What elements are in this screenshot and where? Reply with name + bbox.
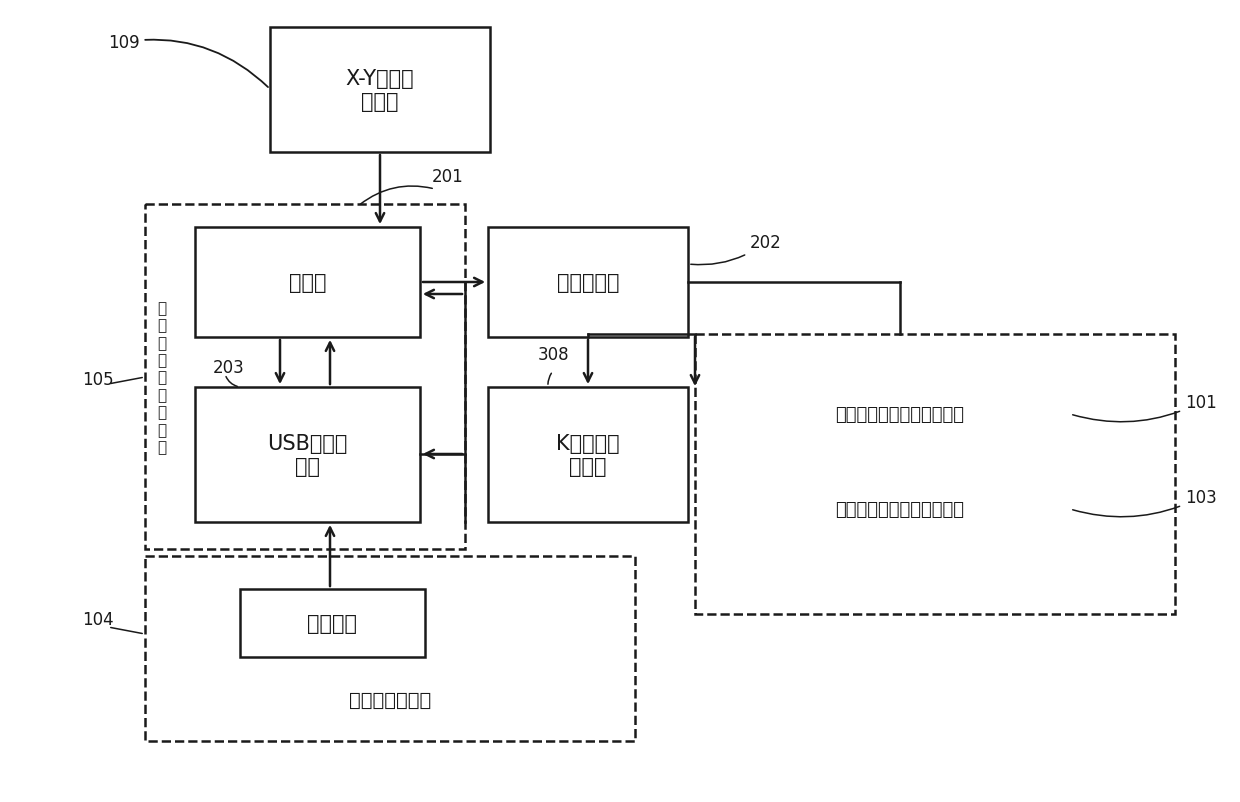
Bar: [145, 205, 465, 549]
Text: 信号全相参模块: 信号全相参模块: [348, 690, 432, 709]
Text: USB数据采
集卡: USB数据采 集卡: [268, 433, 347, 476]
Bar: [195, 387, 420, 522]
Text: 太赫兹线性调频波发射模块: 太赫兹线性调频波发射模块: [836, 406, 965, 423]
Text: 105: 105: [82, 371, 114, 388]
Text: 104: 104: [82, 610, 114, 628]
Text: 数
据
采
集
和
处
理
模
块: 数 据 采 集 和 处 理 模 块: [157, 301, 166, 455]
Bar: [489, 228, 688, 338]
Bar: [241, 589, 425, 657]
Text: X-Y二维扫
描平台: X-Y二维扫 描平台: [346, 69, 414, 112]
Text: 差频信号: 差频信号: [308, 614, 357, 634]
Text: 308: 308: [538, 346, 569, 363]
Bar: [270, 28, 490, 153]
Text: 101: 101: [1073, 394, 1216, 422]
Text: 203: 203: [213, 358, 244, 376]
Bar: [195, 228, 420, 338]
Bar: [694, 334, 1176, 614]
Bar: [145, 557, 635, 741]
Bar: [489, 387, 688, 522]
Text: K波段线性
扫频源: K波段线性 扫频源: [557, 433, 620, 476]
Text: 103: 103: [1073, 488, 1216, 517]
Text: 202: 202: [691, 233, 781, 265]
Text: 信号发生器: 信号发生器: [557, 273, 619, 293]
Text: 201: 201: [432, 168, 464, 186]
Text: 109: 109: [108, 34, 268, 88]
Text: 太赫兹线性调频波发射模块: 太赫兹线性调频波发射模块: [836, 500, 965, 518]
Text: 处理器: 处理器: [289, 273, 326, 293]
